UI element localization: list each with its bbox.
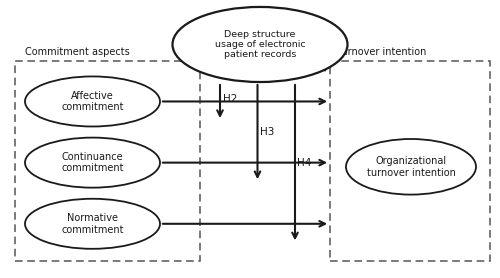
Text: H2: H2 — [222, 94, 237, 104]
Text: Normative
commitment: Normative commitment — [61, 213, 124, 235]
Text: Commitment aspects: Commitment aspects — [25, 47, 130, 57]
Text: H4: H4 — [298, 158, 312, 168]
Ellipse shape — [25, 76, 160, 126]
Ellipse shape — [25, 199, 160, 249]
Text: Turnover intention: Turnover intention — [338, 47, 427, 57]
Text: Continuance
commitment: Continuance commitment — [61, 152, 124, 173]
Text: Affective
commitment: Affective commitment — [61, 91, 124, 112]
Text: Deep structure
usage of electronic
patient records: Deep structure usage of electronic patie… — [214, 29, 306, 59]
Ellipse shape — [25, 138, 160, 188]
Text: Organizational
turnover intention: Organizational turnover intention — [366, 156, 456, 178]
Ellipse shape — [346, 139, 476, 195]
Text: H1: H1 — [325, 44, 340, 54]
Ellipse shape — [172, 7, 348, 82]
Text: H3: H3 — [260, 127, 274, 137]
